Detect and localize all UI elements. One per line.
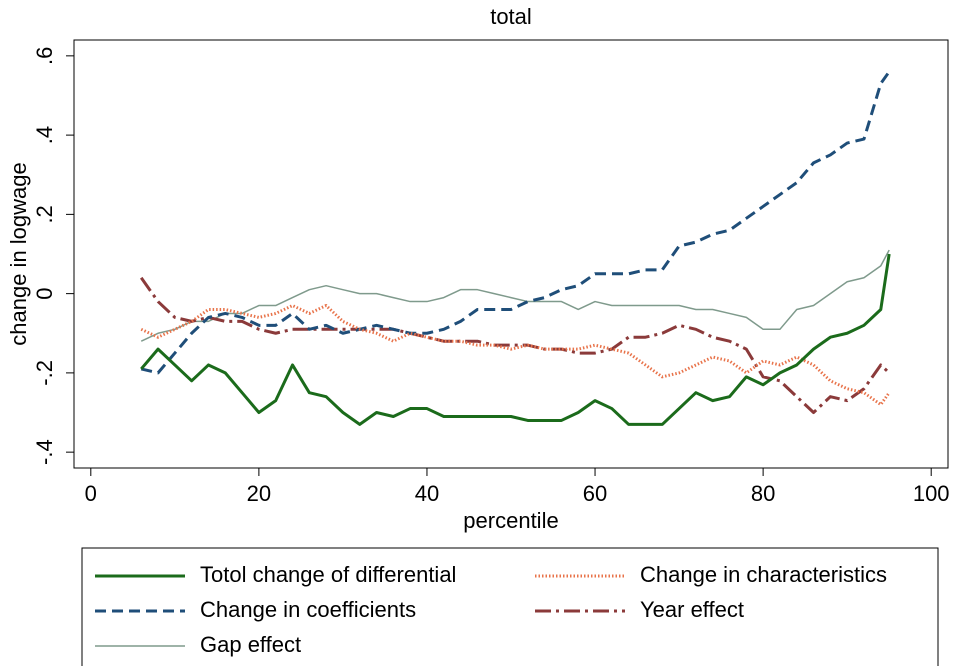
- chart-title: total: [490, 4, 532, 29]
- y-tick-label: .6: [32, 47, 57, 65]
- y-tick-label: .2: [32, 205, 57, 223]
- legend-label: Change in characteristics: [640, 562, 887, 587]
- y-tick-label: -.2: [32, 360, 57, 386]
- x-axis-label: percentile: [463, 508, 558, 533]
- y-tick-label: -.4: [32, 439, 57, 465]
- series-line: [140, 253, 891, 426]
- x-tick-label: 100: [913, 481, 950, 506]
- x-tick-label: 20: [247, 481, 271, 506]
- x-tick-label: 60: [583, 481, 607, 506]
- series-line: [140, 70, 891, 375]
- y-tick-label: .4: [32, 126, 57, 144]
- x-tick-label: 0: [85, 481, 97, 506]
- legend-label: Gap effect: [200, 632, 301, 657]
- y-tick-label: 0: [32, 288, 57, 300]
- y-axis-label: change in logwage: [6, 162, 31, 345]
- legend-label: Change in coefficients: [200, 597, 416, 622]
- x-tick-label: 80: [751, 481, 775, 506]
- series-line: [140, 249, 890, 342]
- legend-label: Year effect: [640, 597, 744, 622]
- plot-frame: [73, 39, 949, 469]
- x-tick-label: 40: [415, 481, 439, 506]
- legend-label: Totol change of differential: [200, 562, 456, 587]
- legend-box: [81, 547, 939, 666]
